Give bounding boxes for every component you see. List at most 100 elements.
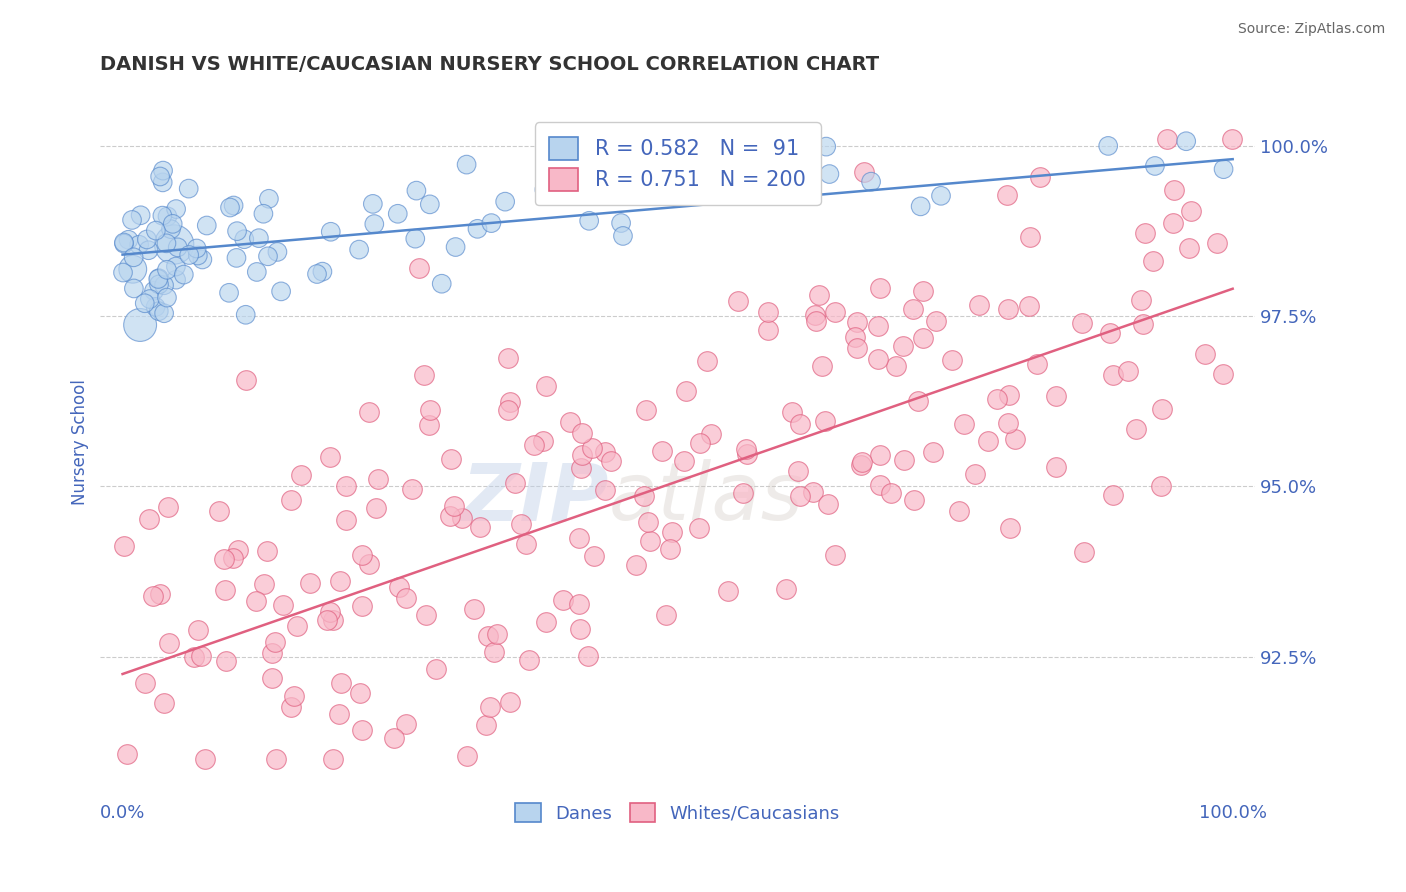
Point <box>152 696 174 710</box>
Point <box>1102 488 1125 502</box>
Text: atlas: atlas <box>609 459 803 537</box>
Point <box>1143 159 1166 173</box>
Point <box>477 629 499 643</box>
Point <box>673 453 696 467</box>
Point <box>350 599 373 613</box>
Point <box>444 240 467 254</box>
Point <box>329 676 352 690</box>
Point <box>191 252 214 267</box>
Point <box>474 718 496 732</box>
Point <box>233 232 256 246</box>
Point <box>560 416 582 430</box>
Point <box>866 318 889 333</box>
Point <box>415 607 437 622</box>
Point <box>849 458 872 472</box>
Point <box>801 484 824 499</box>
Point <box>134 676 156 690</box>
Point <box>328 707 350 722</box>
Point <box>150 209 173 223</box>
Point <box>253 577 276 591</box>
Point <box>347 243 370 257</box>
Point <box>851 455 873 469</box>
Point <box>287 618 309 632</box>
Point <box>364 500 387 515</box>
Point <box>727 293 749 308</box>
Point <box>953 417 976 431</box>
Point <box>329 574 352 588</box>
Point <box>155 236 177 251</box>
Point <box>299 576 322 591</box>
Point <box>568 531 591 545</box>
Point <box>478 699 501 714</box>
Point <box>1163 183 1185 197</box>
Point <box>891 338 914 352</box>
Point <box>929 189 952 203</box>
Point <box>439 509 461 524</box>
Y-axis label: Nursery School: Nursery School <box>72 379 89 505</box>
Point <box>266 244 288 259</box>
Point <box>636 403 658 417</box>
Point <box>418 417 440 432</box>
Point <box>194 752 217 766</box>
Point <box>782 405 804 419</box>
Point <box>1004 432 1026 446</box>
Point <box>610 216 633 230</box>
Point <box>551 592 574 607</box>
Point <box>860 175 883 189</box>
Point <box>357 405 380 419</box>
Legend: Danes, Whites/Caucasians: Danes, Whites/Caucasians <box>505 792 851 833</box>
Point <box>363 217 385 231</box>
Point <box>633 489 655 503</box>
Point <box>387 207 409 221</box>
Point <box>789 489 811 503</box>
Point <box>700 427 723 442</box>
Point <box>612 229 634 244</box>
Point <box>148 277 170 292</box>
Point <box>815 139 838 153</box>
Point <box>143 284 166 298</box>
Point <box>1071 317 1094 331</box>
Point <box>510 516 533 531</box>
Point <box>335 479 357 493</box>
Point <box>208 503 231 517</box>
Point <box>569 461 592 475</box>
Point <box>273 598 295 612</box>
Point <box>1135 227 1157 241</box>
Point <box>290 468 312 483</box>
Point <box>903 493 925 508</box>
Point <box>1130 293 1153 307</box>
Point <box>977 434 1000 448</box>
Point <box>1018 230 1040 244</box>
Point <box>388 580 411 594</box>
Point <box>136 232 159 246</box>
Point <box>153 278 176 293</box>
Point <box>367 471 389 485</box>
Point <box>311 265 333 279</box>
Point <box>775 582 797 597</box>
Point <box>817 497 839 511</box>
Point <box>1000 521 1022 535</box>
Point <box>252 207 274 221</box>
Point <box>689 436 711 450</box>
Point <box>637 515 659 529</box>
Point <box>112 539 135 553</box>
Point <box>571 448 593 462</box>
Point <box>283 689 305 703</box>
Point <box>165 273 187 287</box>
Point <box>222 550 245 565</box>
Point <box>731 486 754 500</box>
Point <box>122 281 145 295</box>
Point <box>804 308 827 322</box>
Point <box>1097 139 1119 153</box>
Point <box>600 454 623 468</box>
Point <box>1045 389 1067 403</box>
Point <box>583 549 606 563</box>
Point <box>845 316 868 330</box>
Point <box>967 297 990 311</box>
Point <box>910 199 932 213</box>
Point <box>1156 132 1178 146</box>
Point <box>997 416 1019 430</box>
Point <box>658 180 681 194</box>
Point <box>156 262 179 277</box>
Point <box>756 304 779 318</box>
